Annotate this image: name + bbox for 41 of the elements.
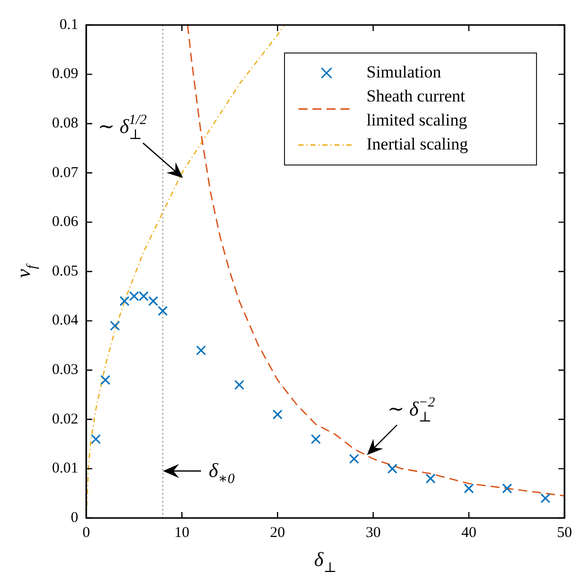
x-tick-label: 40	[461, 524, 476, 541]
legend-label: Simulation	[366, 62, 442, 82]
point	[120, 296, 130, 306]
legend-label: Sheath current limited scaling	[366, 86, 468, 130]
point	[148, 296, 158, 306]
x-tick-label: 0	[82, 524, 90, 541]
point	[272, 409, 283, 420]
point	[426, 474, 436, 484]
y-tick-label: 0.06	[52, 214, 79, 230]
point	[234, 380, 244, 390]
x-tick-label: 10	[174, 524, 190, 541]
point	[138, 291, 149, 302]
y-axis-title: vf	[13, 263, 40, 278]
point	[540, 493, 550, 504]
y-tick-label: 0	[70, 510, 78, 526]
y-tick-label: 0.09	[52, 66, 78, 82]
point	[90, 434, 101, 444]
y-tick-label: 0.07	[52, 164, 79, 181]
y-tick-label: 0.1	[60, 16, 78, 33]
point	[158, 306, 168, 316]
legend-label: Inertial scaling	[366, 134, 468, 154]
point	[310, 434, 321, 444]
y-tick-label: 0.08	[52, 116, 78, 132]
y-tick-label: 0.02	[52, 411, 78, 428]
y-tick-label: 0.04	[52, 312, 79, 329]
point	[349, 454, 360, 464]
point	[387, 464, 398, 474]
point	[100, 374, 110, 385]
x-tick-label: 50	[557, 524, 572, 541]
point	[196, 345, 206, 356]
point	[129, 291, 140, 302]
x-tick-label: 30	[366, 524, 381, 541]
point	[110, 320, 120, 331]
point	[464, 483, 474, 494]
point	[502, 483, 512, 494]
y-tick-label: 0.05	[52, 263, 78, 280]
y-tick-label: 0.01	[52, 460, 78, 477]
x-axis-title: δ⊥	[314, 549, 337, 576]
y-tick-label: 0.03	[52, 362, 78, 378]
line-series	[186, 25, 564, 496]
x-tick-label: 20	[270, 524, 286, 541]
